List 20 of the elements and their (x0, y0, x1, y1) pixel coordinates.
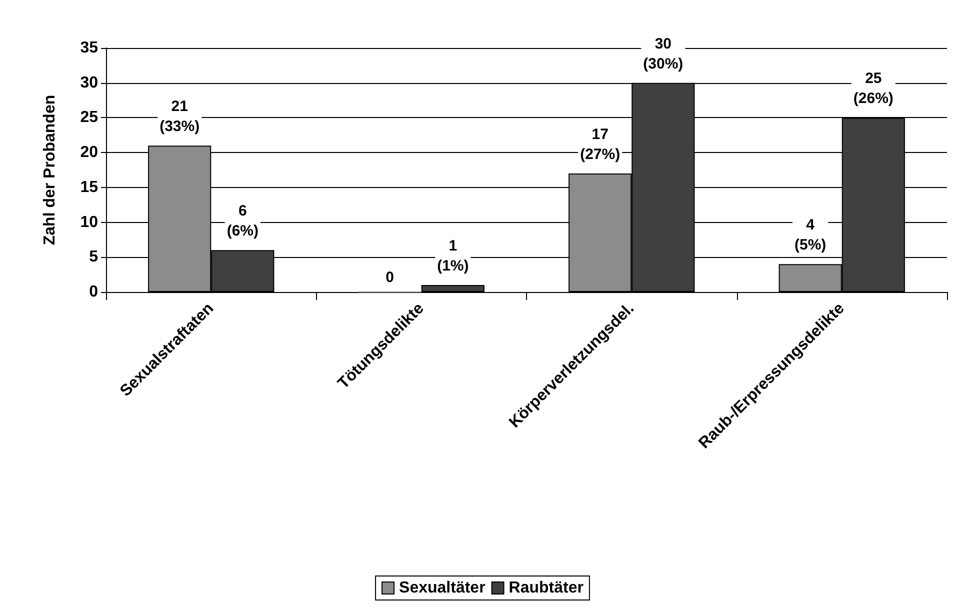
data-label: 25 (26%) (853, 70, 894, 108)
y-tick-label: 10 (80, 214, 98, 231)
data-label: 6 (6%) (226, 202, 258, 240)
y-tick-label: 20 (80, 144, 98, 162)
y-axis-title: Zahl der Probanden (42, 94, 58, 246)
y-tick-label: 0 (89, 284, 98, 300)
y-tick-label: 15 (80, 178, 98, 196)
data-label: 30 (30%) (643, 35, 684, 72)
legend-label: Sexualtäter (399, 580, 486, 596)
data-label: 4 (5%) (794, 216, 826, 254)
y-tick-label: 35 (80, 40, 98, 56)
bar (421, 285, 484, 292)
data-label: 21 (33%) (160, 98, 200, 136)
y-tick-label: 25 (80, 109, 98, 126)
y-tick-label: 30 (80, 74, 98, 92)
legend-label: Raubtäter (508, 580, 584, 596)
data-label: 17 (27%) (580, 126, 620, 163)
y-tick-label: 5 (89, 248, 98, 266)
data-label: 0 (386, 269, 394, 286)
data-label: 1 (1%) (437, 238, 469, 275)
